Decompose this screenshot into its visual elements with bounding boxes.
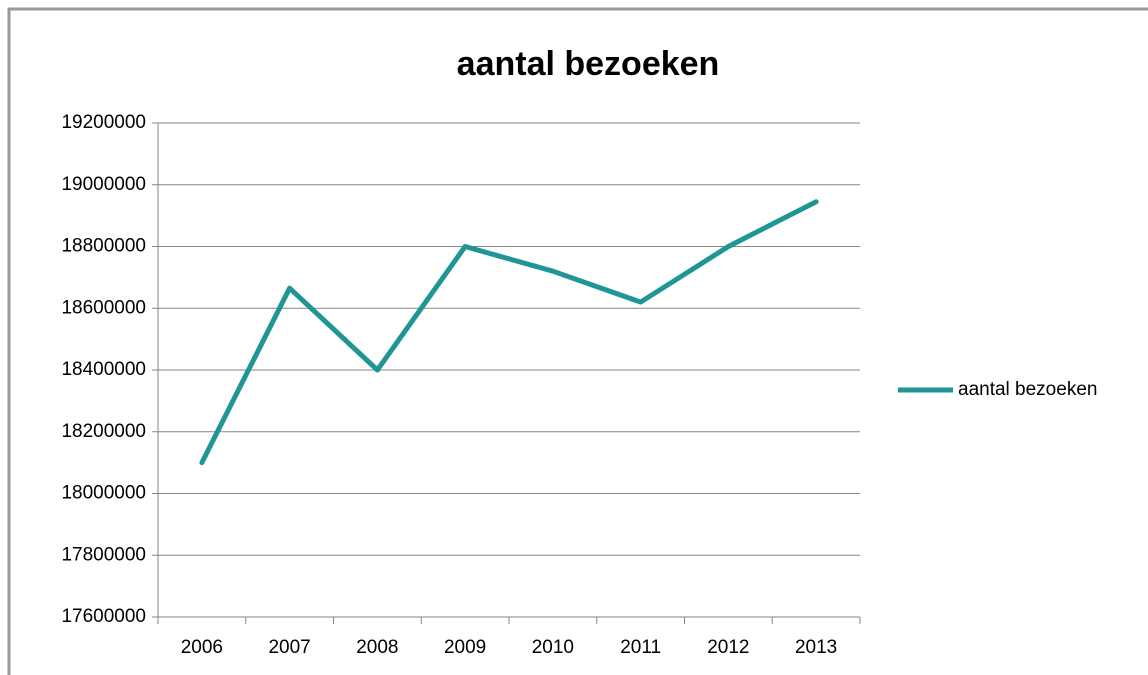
y-tick-label: 18000000 <box>61 483 146 504</box>
x-tick-label: 2013 <box>795 637 837 658</box>
y-tick-label: 18600000 <box>61 297 146 318</box>
chart-title: aantal bezoeken <box>457 45 720 83</box>
x-tick-label: 2009 <box>444 637 486 658</box>
y-tick-label: 18200000 <box>61 421 146 442</box>
x-tick-label: 2010 <box>532 637 574 658</box>
y-tick-label: 18400000 <box>61 359 146 380</box>
legend-label: aantal bezoeken <box>958 379 1097 400</box>
y-tick-label: 19000000 <box>61 174 146 195</box>
y-tick-label: 17800000 <box>61 544 146 565</box>
x-tick-label: 2008 <box>356 637 398 658</box>
x-tick-label: 2007 <box>268 637 310 658</box>
x-tick-label: 2012 <box>707 637 749 658</box>
y-tick-label: 17600000 <box>61 606 146 627</box>
x-tick-label: 2011 <box>620 637 661 658</box>
x-tick-label: 2006 <box>181 637 223 658</box>
y-tick-label: 19200000 <box>61 112 146 133</box>
data-line <box>199 199 819 466</box>
y-tick-label: 18800000 <box>61 236 146 257</box>
